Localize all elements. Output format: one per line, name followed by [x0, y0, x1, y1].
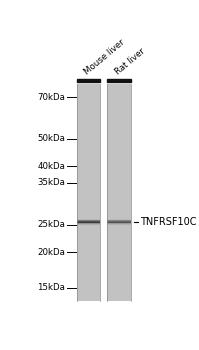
Text: Rat liver: Rat liver — [113, 47, 146, 77]
Text: 40kDa: 40kDa — [37, 162, 65, 171]
Text: TNFRSF10C: TNFRSF10C — [140, 217, 196, 227]
Text: 50kDa: 50kDa — [37, 134, 65, 143]
Text: 15kDa: 15kDa — [37, 283, 65, 292]
Text: 70kDa: 70kDa — [37, 93, 65, 101]
Text: 35kDa: 35kDa — [37, 178, 65, 187]
Text: Mouse liver: Mouse liver — [82, 38, 126, 77]
Bar — [107, 79, 131, 83]
Bar — [77, 79, 100, 83]
Text: 20kDa: 20kDa — [37, 247, 65, 257]
Text: 25kDa: 25kDa — [37, 220, 65, 229]
